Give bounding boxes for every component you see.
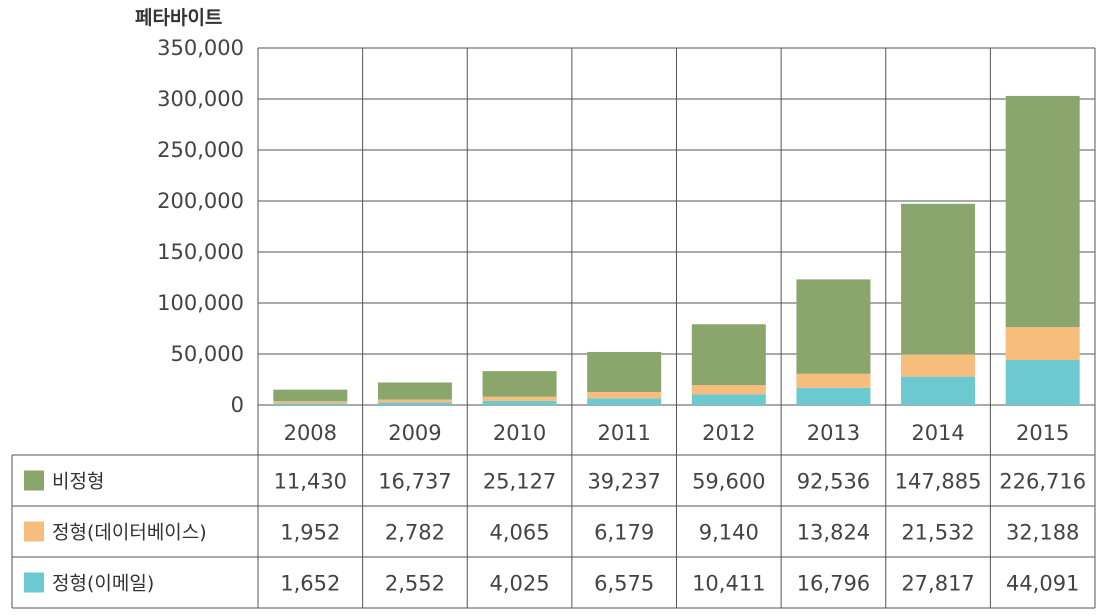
y-tick-label: 100,000 <box>157 291 244 315</box>
legend-swatch <box>24 470 44 491</box>
data-label: 32,188 <box>1006 521 1079 545</box>
bar-segment <box>377 399 452 403</box>
data-label: 4,065 <box>490 521 550 545</box>
x-tick-label: 2011 <box>597 421 650 445</box>
data-label: 4,025 <box>490 572 550 596</box>
bar-segment <box>1005 360 1080 405</box>
bar-segment <box>273 389 348 402</box>
data-label: 59,600 <box>692 470 765 494</box>
x-tick-label: 2008 <box>284 421 337 445</box>
data-label: 9,140 <box>699 521 759 545</box>
data-label: 21,532 <box>901 521 974 545</box>
y-tick-label: 350,000 <box>157 36 244 60</box>
data-label: 1,952 <box>280 521 340 545</box>
bar-segment <box>482 400 557 405</box>
y-tick-label: 250,000 <box>157 138 244 162</box>
bar-segment <box>377 402 452 405</box>
y-axis-label: 페타바이트 <box>135 7 222 29</box>
x-tick-label: 2012 <box>702 421 755 445</box>
data-label: 25,127 <box>483 470 556 494</box>
bar-segment <box>1005 327 1080 361</box>
data-label: 92,536 <box>797 470 870 494</box>
data-label: 6,575 <box>594 572 654 596</box>
data-label: 6,179 <box>594 521 654 545</box>
data-label: 39,237 <box>587 470 660 494</box>
data-label: 16,796 <box>797 572 870 596</box>
bar-segment <box>796 279 871 374</box>
bar-segment <box>587 391 662 399</box>
y-tick-label: 200,000 <box>157 189 244 213</box>
bar-segment <box>691 324 766 386</box>
data-label: 10,411 <box>692 572 765 596</box>
legend-label: 비정형 <box>52 471 104 493</box>
x-tick-label: 2010 <box>493 421 546 445</box>
bar-segment <box>273 401 348 404</box>
y-tick-label: 0 <box>231 393 244 417</box>
bar-segment <box>273 403 348 405</box>
bar-segment <box>1005 95 1080 328</box>
x-tick-label: 2015 <box>1016 421 1069 445</box>
legend-label: 정형(데이터베이스) <box>52 522 207 544</box>
bar-segment <box>901 203 976 355</box>
data-label: 2,782 <box>385 521 445 545</box>
data-label: 2,552 <box>385 572 445 596</box>
bar-segment <box>796 387 871 405</box>
y-axis-ticks: 0 50,000 100,000 150,000 200,000 250,000 300,0… <box>157 36 244 417</box>
legend-label: 정형(이메일) <box>52 573 154 595</box>
bar-segment <box>691 394 766 405</box>
data-label: 13,824 <box>797 521 870 545</box>
data-label: 44,091 <box>1006 572 1079 596</box>
y-tick-label: 150,000 <box>157 240 244 264</box>
bar-segment <box>587 398 662 405</box>
data-label: 226,716 <box>999 470 1086 494</box>
data-label: 27,817 <box>901 572 974 596</box>
x-tick-label: 2009 <box>388 421 441 445</box>
bar-segment <box>901 354 976 377</box>
bar-segment <box>901 376 976 405</box>
bar-segment <box>482 396 557 401</box>
bar-segment <box>587 351 662 392</box>
bar-segment <box>377 382 452 400</box>
legend-swatch <box>24 572 44 593</box>
x-tick-label: 2013 <box>807 421 860 445</box>
data-label: 16,737 <box>378 470 451 494</box>
x-tick-label: 2014 <box>911 421 964 445</box>
legend-swatch <box>24 521 44 542</box>
data-label: 1,652 <box>280 572 340 596</box>
y-tick-label: 300,000 <box>157 87 244 111</box>
data-table: 2008 2009 2010 2011 2012 2013 2014 2015 비정형 11,43… <box>11 421 1096 609</box>
data-label: 147,885 <box>895 470 982 494</box>
bar-segment <box>691 385 766 395</box>
data-label: 11,430 <box>274 470 347 494</box>
y-tick-label: 50,000 <box>171 342 244 366</box>
bar-segment <box>796 373 871 388</box>
bars <box>273 95 1080 405</box>
bar-segment <box>482 371 557 397</box>
